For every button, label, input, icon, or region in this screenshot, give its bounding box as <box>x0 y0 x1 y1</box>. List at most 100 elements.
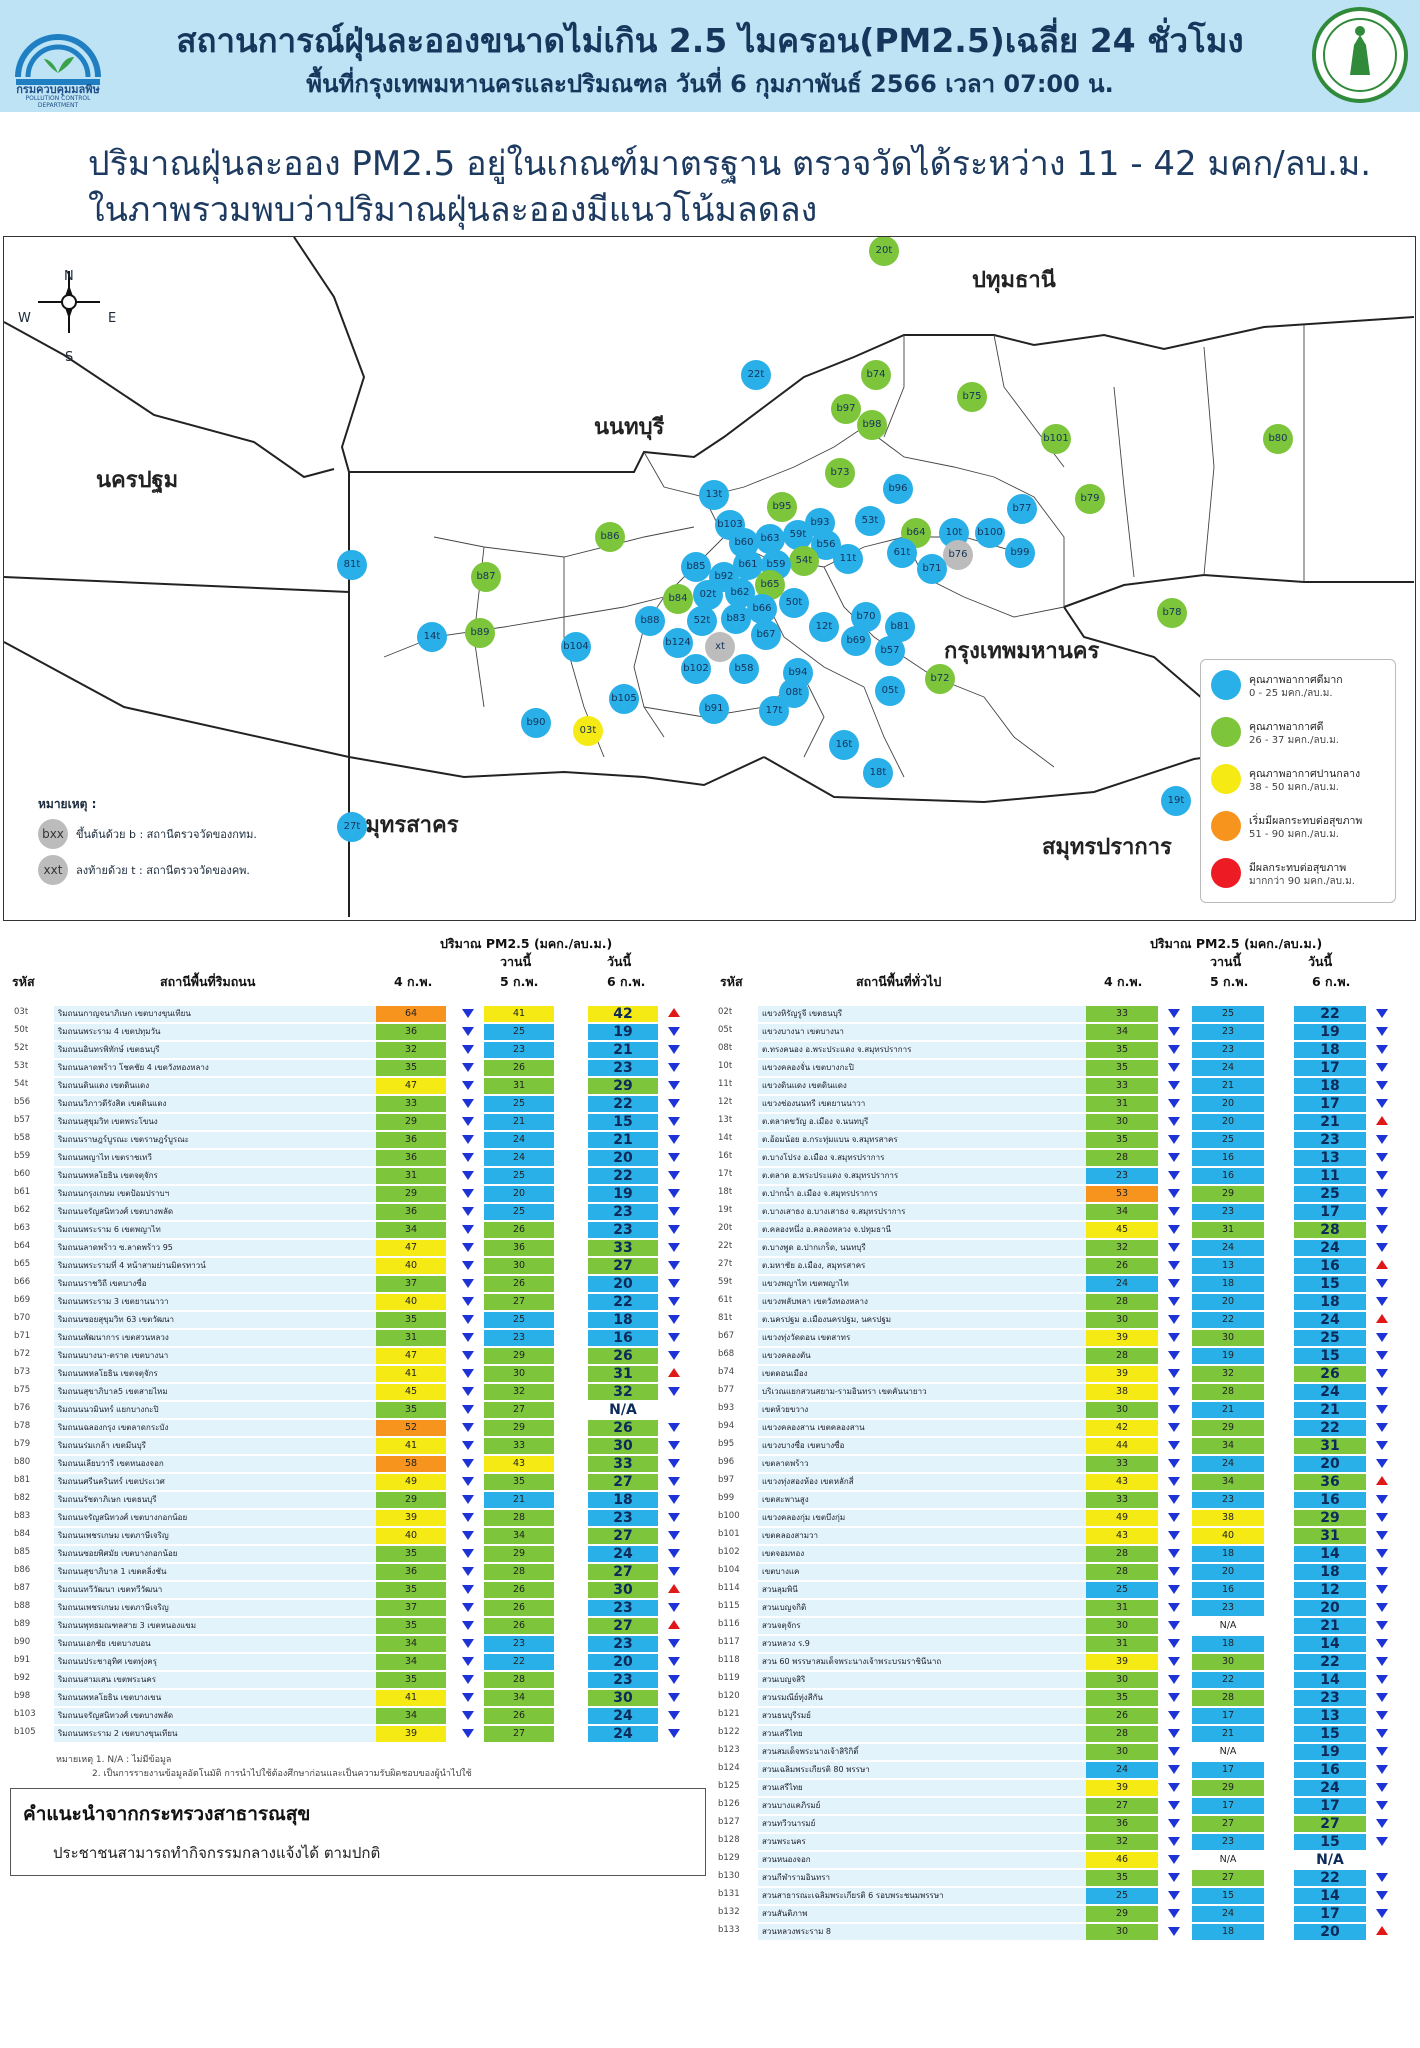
table-row: b128 สวนพระนคร 32 23 15 <box>718 1834 1418 1850</box>
station-marker[interactable]: b89 <box>465 618 495 648</box>
station-marker[interactable]: b124 <box>663 628 693 658</box>
station-code: 19t <box>718 1205 733 1215</box>
station-marker[interactable]: 03t <box>573 716 603 746</box>
value-5-feb: 34 <box>1192 1474 1264 1490</box>
station-marker[interactable]: b58 <box>729 654 759 684</box>
station-marker[interactable]: 59t <box>783 520 813 550</box>
table-row: 11t แขวงดินแดง เขตดินแดง 33 21 18 <box>718 1078 1418 1094</box>
station-marker[interactable]: b96 <box>883 474 913 504</box>
value-6-feb: 22 <box>588 1096 658 1112</box>
station-marker[interactable]: 16t <box>829 730 859 760</box>
station-marker[interactable]: b99 <box>1005 538 1035 568</box>
pcd-logo-text: กรมควบคุมมลพิษ <box>16 83 100 96</box>
station-marker[interactable]: b87 <box>471 562 501 592</box>
station-marker[interactable]: b105 <box>609 684 639 714</box>
station-marker[interactable]: xt <box>705 632 735 662</box>
value-6-feb: 15 <box>1294 1348 1366 1364</box>
station-marker[interactable]: 20t <box>869 237 899 266</box>
station-name: ริมถนนเพชรเกษม เขตภาษีเจริญ <box>54 1600 384 1616</box>
value-4-feb: 64 <box>376 1006 446 1022</box>
station-marker[interactable]: 81t <box>337 550 367 580</box>
station-marker[interactable]: 14t <box>417 622 447 652</box>
value-4-feb: 39 <box>1086 1780 1158 1796</box>
value-4-feb: 28 <box>1086 1564 1158 1580</box>
table-row: 14t ต.อ้อมน้อย อ.กระทุ่มแบน จ.สมุทรสาคร 35… <box>718 1132 1418 1148</box>
station-marker[interactable]: b102 <box>681 654 711 684</box>
station-marker[interactable]: b76 <box>943 540 973 570</box>
station-marker[interactable]: b77 <box>1007 494 1037 524</box>
station-marker[interactable]: b104 <box>561 632 591 662</box>
value-6-feb: 22 <box>588 1294 658 1310</box>
station-marker[interactable]: 13t <box>699 480 729 510</box>
station-marker[interactable]: 53t <box>855 506 885 536</box>
left-col-station: สถานีพื้นที่ริมถนน <box>160 974 256 989</box>
station-marker[interactable]: b79 <box>1075 484 1105 514</box>
table-row: b90 ริมถนนเอกชัย เขตบางบอน 34 23 23 <box>14 1636 694 1652</box>
province-label: กรุงเทพมหานคร <box>944 639 1100 664</box>
station-marker[interactable]: b63 <box>755 524 785 554</box>
table-row: 52t ริมถนนอินทรพิทักษ์ เขตธนบุรี 32 23 21 <box>14 1042 694 1058</box>
station-marker[interactable]: b71 <box>917 554 947 584</box>
trend-down-icon <box>1168 1405 1180 1414</box>
station-marker[interactable]: b66 <box>747 594 777 624</box>
value-4-feb: 30 <box>1086 1672 1158 1688</box>
station-name: ริมถนนสามเสน เขตพระนคร <box>54 1672 384 1688</box>
station-marker[interactable]: 11t <box>833 544 863 574</box>
station-marker[interactable]: b72 <box>925 664 955 694</box>
table-row: b104 เขตบางแค 28 20 18 <box>718 1564 1418 1580</box>
trend-down-icon <box>1376 1747 1388 1756</box>
station-code: b93 <box>718 1403 735 1413</box>
station-marker[interactable]: 27t <box>337 812 367 842</box>
station-marker[interactable]: b97 <box>831 394 861 424</box>
station-code: b74 <box>718 1367 735 1377</box>
station-marker[interactable]: b74 <box>861 360 891 390</box>
station-marker[interactable]: b69 <box>841 626 871 656</box>
station-marker[interactable]: 12t <box>809 612 839 642</box>
value-4-feb: 41 <box>376 1690 446 1706</box>
station-marker[interactable]: 50t <box>779 588 809 618</box>
table-row: 22t ต.บางพูด อ.ปากเกร็ด, นนทบุรี 32 24 24 <box>718 1240 1418 1256</box>
station-code: 81t <box>718 1313 733 1323</box>
station-marker[interactable]: b88 <box>635 606 665 636</box>
station-marker[interactable]: b100 <box>975 518 1005 548</box>
table-row: b91 ริมถนนประชาอุทิศ เขตทุ่งครุ 34 22 20 <box>14 1654 694 1670</box>
station-marker[interactable]: b67 <box>751 620 781 650</box>
station-marker[interactable]: b91 <box>699 694 729 724</box>
station-code: 16t <box>718 1151 733 1161</box>
station-marker[interactable]: 18t <box>863 758 893 788</box>
value-4-feb: 24 <box>1086 1762 1158 1778</box>
station-marker[interactable]: b86 <box>595 522 625 552</box>
station-marker[interactable]: b75 <box>957 382 987 412</box>
station-marker[interactable]: b98 <box>857 410 887 440</box>
station-marker[interactable]: 19t <box>1161 786 1191 816</box>
table-row: b94 แขวงคลองสาน เขตคลองสาน 42 29 22 <box>718 1420 1418 1436</box>
station-marker[interactable]: b101 <box>1041 424 1071 454</box>
station-marker[interactable]: b57 <box>875 636 905 666</box>
station-marker[interactable]: 54t <box>789 546 819 576</box>
station-marker[interactable]: 17t <box>759 696 789 726</box>
station-marker[interactable]: 22t <box>741 360 771 390</box>
value-5-feb: 25 <box>484 1204 554 1220</box>
station-marker[interactable]: 05t <box>875 676 905 706</box>
trend-down-icon <box>462 1297 474 1306</box>
table-row: b125 สวนเสรีไทย 39 29 24 <box>718 1780 1418 1796</box>
station-marker[interactable]: b83 <box>721 604 751 634</box>
trend-down-icon <box>1376 1189 1388 1198</box>
station-marker[interactable]: b90 <box>521 708 551 738</box>
station-marker[interactable]: 52t <box>687 606 717 636</box>
station-marker[interactable]: b73 <box>825 458 855 488</box>
station-marker[interactable]: b85 <box>681 552 711 582</box>
station-marker[interactable]: b78 <box>1157 598 1187 628</box>
station-marker[interactable]: b84 <box>663 584 693 614</box>
value-4-feb: 35 <box>1086 1690 1158 1706</box>
table-row: 16t ต.บางโปรง อ.เมือง จ.สมุทรปราการ 28 16 13 <box>718 1150 1418 1166</box>
value-4-feb: 37 <box>376 1600 446 1616</box>
value-4-feb: 40 <box>376 1258 446 1274</box>
station-marker[interactable]: 02t <box>693 580 723 610</box>
value-4-feb: 34 <box>376 1222 446 1238</box>
station-marker[interactable]: 61t <box>887 538 917 568</box>
station-marker[interactable]: b70 <box>851 602 881 632</box>
station-marker[interactable]: b80 <box>1263 424 1293 454</box>
station-marker[interactable]: b95 <box>767 492 797 522</box>
table-row: b115 สวนเบญจกิติ 31 23 20 <box>718 1600 1418 1616</box>
